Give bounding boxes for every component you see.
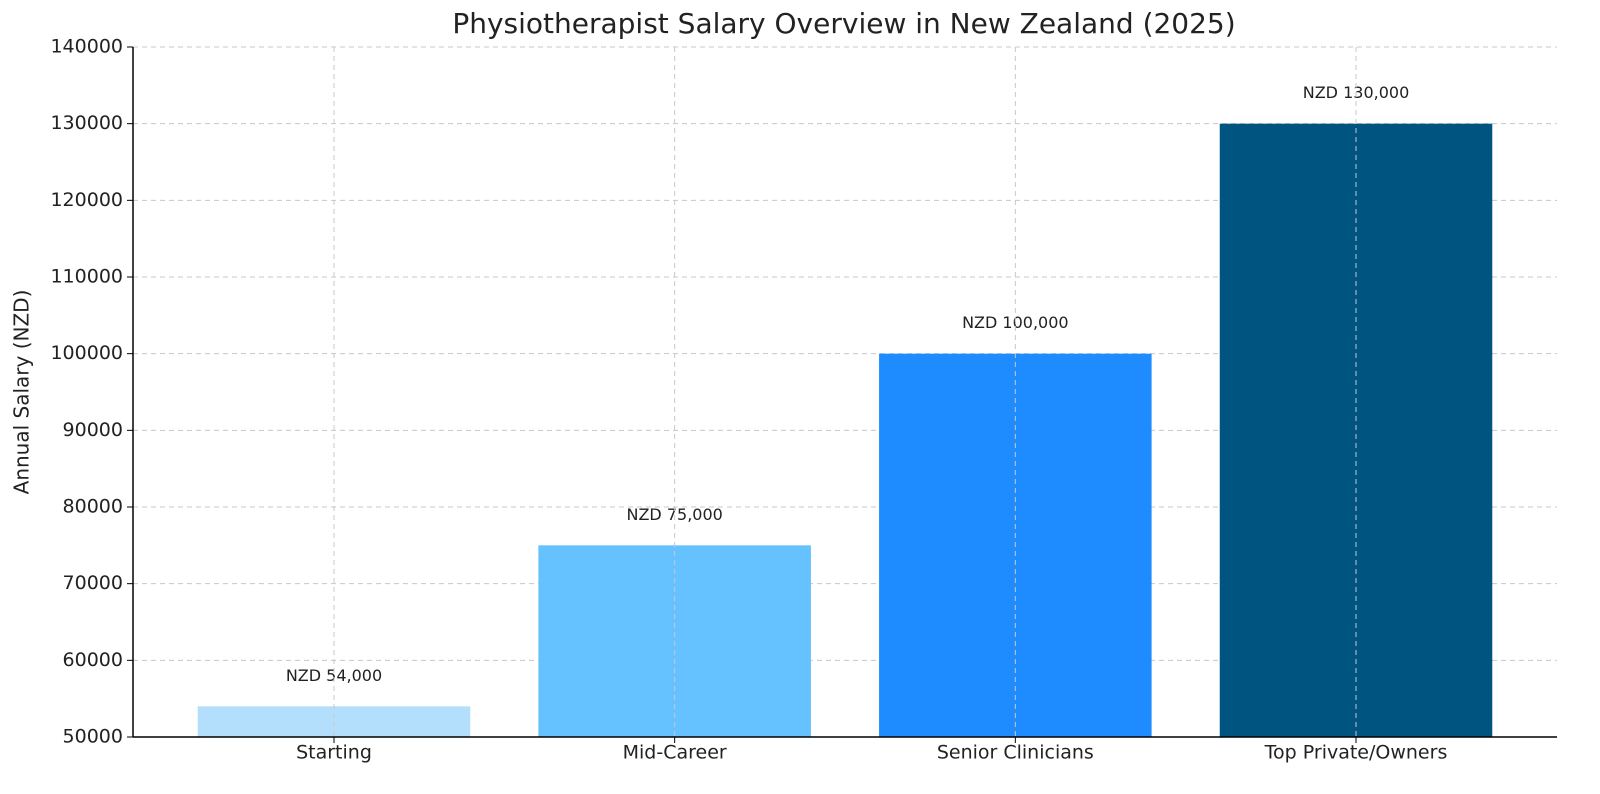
value-label: NZD 100,000 [962, 313, 1069, 332]
y-tick-label: 120000 [50, 189, 123, 211]
y-tick-label: 100000 [50, 342, 123, 364]
y-tick-label: 140000 [50, 36, 123, 58]
x-tick-label: Top Private/Owners [1264, 742, 1448, 764]
y-tick-label: 90000 [63, 419, 123, 441]
y-tick-label: 50000 [63, 726, 123, 748]
y-tick-label: 110000 [50, 266, 123, 288]
value-label: NZD 75,000 [627, 505, 723, 524]
y-tick-label: 80000 [63, 496, 123, 518]
y-tick-label: 60000 [63, 649, 123, 671]
x-tick-label: Starting [296, 742, 372, 764]
y-axis-label: Annual Salary (NZD) [10, 290, 34, 495]
x-tick-label: Senior Clinicians [937, 742, 1094, 764]
x-tick-label: Mid-Career [623, 742, 727, 764]
value-label: NZD 54,000 [286, 666, 382, 685]
y-tick-label: 70000 [63, 572, 123, 594]
y-tick-label: 130000 [50, 112, 123, 134]
chart-title: Physiotherapist Salary Overview in New Z… [452, 7, 1235, 40]
